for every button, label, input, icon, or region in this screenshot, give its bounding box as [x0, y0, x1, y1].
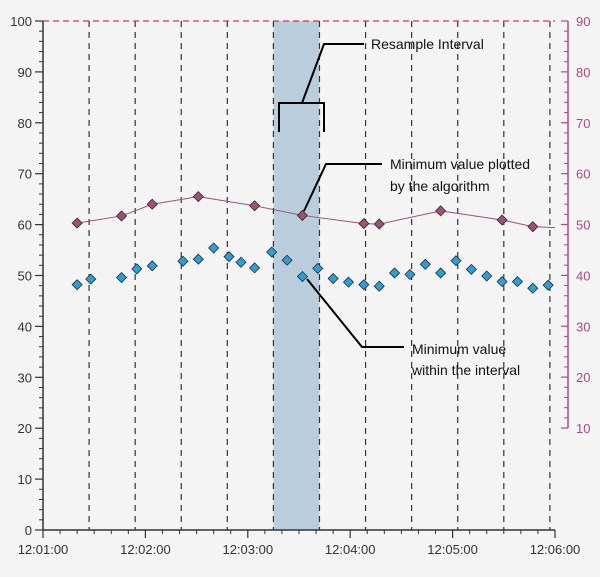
left-axis-ticks: 0 10 20 30 40 50 60 70 80 90 100	[10, 14, 43, 538]
algorithm-min-point	[373, 218, 385, 230]
raw-data-point	[85, 273, 97, 285]
raw-data-point	[177, 255, 189, 267]
x-tick-label: 12:02:00	[120, 542, 171, 557]
right-tick-label: 30	[576, 319, 590, 334]
raw-data-point	[342, 276, 355, 288]
left-tick-label: 40	[18, 319, 32, 334]
highlighted-interval-band	[273, 21, 320, 530]
resample-interval-label: Resample Interval	[371, 36, 484, 52]
algorithm-min-point	[435, 205, 447, 217]
algorithm-min-point	[496, 214, 508, 226]
right-tick-label: 50	[576, 218, 590, 233]
raw-data-point	[327, 272, 339, 285]
raw-data-point	[465, 263, 477, 275]
algorithm-min-point	[115, 210, 128, 222]
x-axis-ticks: 12:01:00 12:02:00 12:03:00 12:04:00 12:05:00…	[18, 530, 581, 557]
x-tick-label: 12:04:00	[325, 542, 376, 557]
raw-data-point	[235, 256, 247, 268]
plotted-min-leader	[303, 163, 382, 212]
left-tick-label: 70	[18, 167, 32, 182]
raw-data-point	[450, 255, 462, 267]
raw-data-point	[527, 282, 539, 294]
raw-data-point	[404, 268, 416, 281]
left-tick-label: 0	[25, 523, 32, 538]
raw-data-point	[146, 260, 158, 272]
interval-min-leader	[306, 278, 404, 348]
left-tick-label: 20	[18, 421, 32, 436]
algorithm-min-point	[146, 198, 158, 210]
annotations: Resample Interval Minimum value plotted …	[278, 36, 530, 378]
right-tick-label: 90	[576, 14, 590, 29]
right-tick-label: 40	[576, 268, 590, 283]
right-tick-label: 60	[576, 167, 590, 182]
raw-data-point	[223, 251, 235, 263]
left-tick-label: 80	[18, 116, 32, 131]
raw-data-point	[208, 242, 220, 254]
raw-data-point	[131, 263, 143, 275]
x-tick-label: 12:01:00	[18, 542, 69, 557]
raw-data-point	[115, 271, 128, 284]
left-tick-label: 10	[18, 472, 32, 487]
algorithm-min-point	[71, 217, 83, 229]
algorithm-min-point	[192, 191, 204, 203]
raw-data-point	[496, 276, 508, 288]
raw-data-point	[481, 270, 493, 282]
raw-data-point	[296, 270, 308, 283]
plotted-min-label-line1: Minimum value plotted	[390, 156, 530, 172]
resample-interval-bracket	[278, 43, 364, 132]
left-tick-label: 90	[18, 65, 32, 80]
raw-data-point	[373, 280, 385, 292]
algorithm-min-point	[249, 200, 261, 212]
right-tick-label: 80	[576, 65, 590, 80]
plotted-min-label-line2: by the algorithm	[390, 178, 490, 194]
right-tick-label: 70	[576, 116, 590, 131]
right-axis-ticks: 10 20 30 40 50 60 70 80 90	[561, 14, 590, 436]
raw-data-point	[281, 254, 293, 266]
right-tick-label: 10	[576, 421, 590, 436]
right-tick-label: 20	[576, 370, 590, 385]
raw-data-point	[192, 253, 204, 265]
algorithm-min-point	[358, 218, 370, 230]
raw-data-point	[435, 267, 447, 279]
raw-data-point	[266, 246, 278, 258]
algorithm-min-line	[77, 196, 556, 229]
left-tick-label: 100	[10, 14, 32, 29]
raw-data-point	[249, 262, 261, 274]
interval-min-label-line1: Minimum value	[412, 341, 506, 357]
x-tick-label: 12:06:00	[530, 542, 581, 557]
raw-data-point	[358, 279, 370, 291]
x-tick-label: 12:05:00	[427, 542, 478, 557]
algorithm-min-point	[527, 221, 539, 233]
raw-data-point	[419, 258, 431, 270]
algorithm-min-point	[296, 209, 308, 222]
left-tick-label: 50	[18, 269, 32, 284]
interval-min-label-line2: within the interval	[411, 362, 520, 378]
raw-data-point	[511, 276, 524, 288]
left-tick-label: 30	[18, 370, 32, 385]
left-tick-label: 60	[18, 218, 32, 233]
x-tick-label: 12:03:00	[222, 542, 273, 557]
raw-data-point	[312, 262, 324, 274]
series-points	[71, 191, 554, 294]
raw-data-point	[389, 267, 401, 279]
raw-data-point	[71, 279, 83, 291]
raw-data-point	[542, 279, 554, 291]
